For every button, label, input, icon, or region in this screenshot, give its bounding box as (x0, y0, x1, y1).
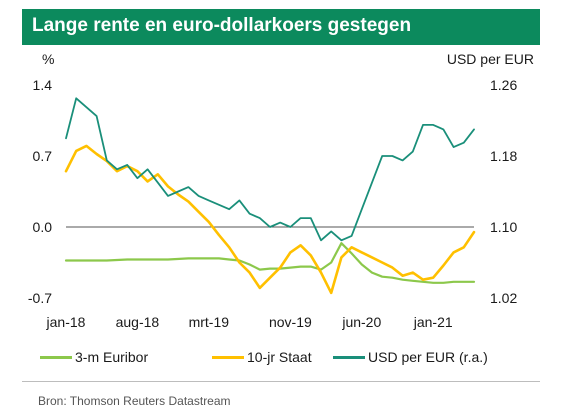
chart-title: Lange rente en euro-dollarkoers gestegen (32, 15, 412, 36)
legend: 3-m Euribor 10-jr Staat USD per EUR (r.a… (40, 346, 540, 368)
legend-label-staat: 10-jr Staat (247, 349, 312, 365)
series-euribor-line (64, 242, 476, 284)
y-right-tick-2: 1.10 (490, 219, 517, 235)
x-tick-0: jan-18 (46, 314, 86, 330)
y-right-tick-0: 1.26 (490, 77, 517, 93)
legend-item-staat: 10-jr Staat (212, 346, 312, 368)
y-left-tick-2: 0.0 (33, 219, 53, 235)
legend-swatch-usd (333, 355, 365, 359)
y-left-tick-3: -0.7 (28, 290, 52, 306)
legend-swatch-staat (212, 355, 244, 359)
y-right-tick-3: 1.02 (490, 290, 517, 306)
legend-label-usd: USD per EUR (r.a.) (368, 349, 488, 365)
y-left-tick-0: 1.4 (33, 77, 53, 93)
series-staat-line (64, 144, 476, 295)
legend-item-usd: USD per EUR (r.a.) (333, 346, 488, 368)
x-tick-1: aug-18 (116, 314, 160, 330)
y-right-tick-1: 1.18 (490, 148, 517, 164)
y-left-unit-label: % (42, 51, 54, 67)
footer-divider (22, 381, 540, 382)
legend-label-euribor: 3-m Euribor (75, 349, 149, 365)
legend-swatch-euribor (40, 355, 72, 359)
y-left-tick-1: 0.7 (33, 148, 53, 164)
x-tick-2: mrt-19 (189, 314, 230, 330)
x-tick-4: jun-20 (341, 314, 381, 330)
legend-item-euribor: 3-m Euribor (40, 346, 148, 368)
series-usd-line (65, 97, 475, 242)
y-right-unit-label: USD per EUR (447, 51, 534, 67)
x-tick-5: jan-21 (413, 314, 453, 330)
title-bar: Lange rente en euro-dollarkoers gestegen (22, 9, 540, 45)
x-tick-3: nov-19 (269, 314, 312, 330)
source-note: Bron: Thomson Reuters Datastream (38, 394, 231, 408)
chart-area: % USD per EUR 1.4 0.7 0.0 -0.7 1.26 1.18 1.10 1.0… (28, 51, 534, 330)
